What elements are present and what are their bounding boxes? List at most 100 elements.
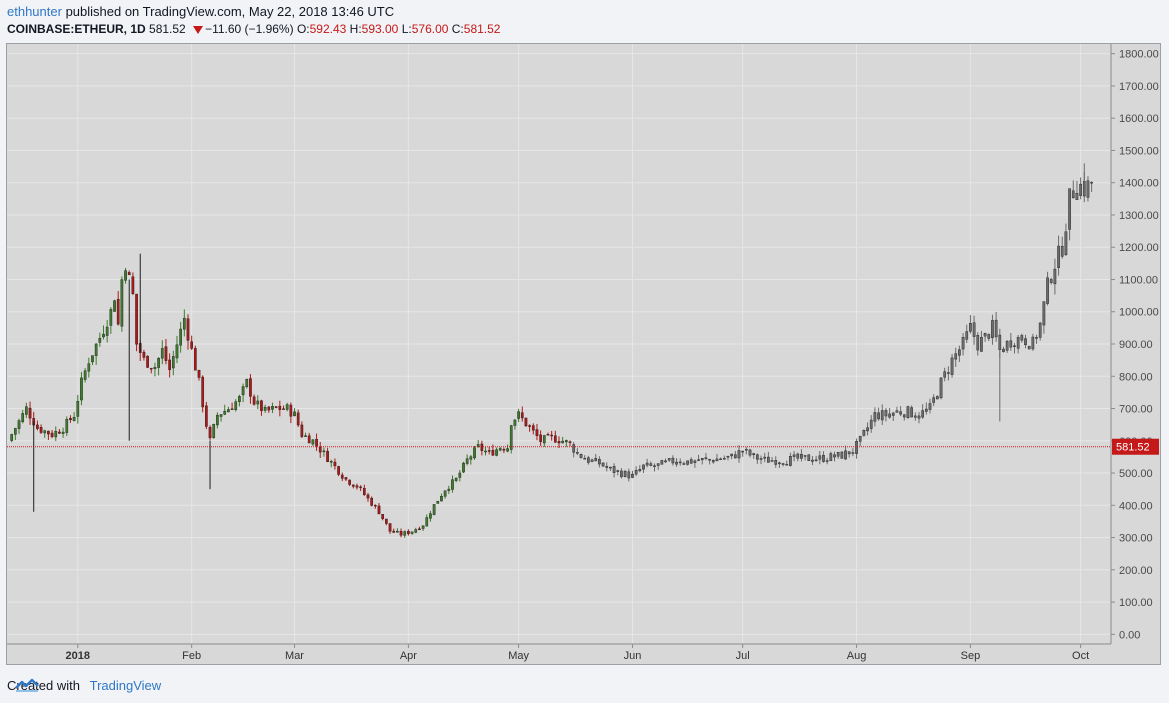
price-tick-label: 1500.00 (1119, 145, 1159, 157)
candle-body (385, 518, 388, 524)
candle-body (182, 317, 186, 330)
candle-body (399, 531, 403, 536)
projected-candle-body (877, 412, 880, 420)
projected-candle-body (722, 457, 726, 460)
candle-body (377, 505, 381, 515)
candle-body (157, 357, 160, 368)
time-tick-label: Apr (400, 650, 417, 662)
candle-body (171, 356, 175, 369)
candle-body (109, 309, 113, 326)
candle-body (87, 363, 91, 372)
time-tick-label: Sep (961, 650, 981, 662)
candle-body (326, 451, 329, 462)
projected-candle-body (667, 458, 671, 461)
last-price-badge (1112, 438, 1159, 455)
candle-body (285, 404, 289, 410)
projected-candle-body (972, 322, 976, 337)
candle-body (153, 367, 157, 369)
projected-candle-body (980, 336, 983, 352)
candle-body (300, 424, 304, 437)
projected-candle-body (660, 460, 664, 465)
projected-candle-body (836, 452, 840, 457)
projected-candle-body (576, 452, 579, 454)
candle-body (425, 517, 429, 527)
projected-candle-body (789, 456, 792, 466)
tradingview-logo-icon (15, 678, 39, 692)
candle-body (131, 276, 135, 294)
projected-candle-body (921, 410, 925, 418)
projected-candle-body (1042, 301, 1046, 326)
projected-candle-body (686, 460, 689, 465)
candle-body (260, 400, 263, 411)
projected-candle-body (1035, 337, 1038, 339)
candle-body (65, 419, 69, 433)
candle-body (484, 450, 487, 453)
projected-candle-body (612, 466, 616, 473)
candle-body (421, 525, 425, 529)
projected-candle-body (1075, 193, 1079, 200)
projected-candle-body (770, 460, 774, 462)
candle-body (542, 435, 546, 444)
time-tick-label: Mar (285, 650, 304, 662)
projected-candle-body (965, 331, 969, 340)
candle-body (351, 484, 355, 487)
candle-body (465, 458, 469, 464)
candle-body (94, 343, 98, 356)
projected-candle-body (998, 334, 1002, 350)
candle-body (550, 434, 553, 437)
candle-body (249, 378, 252, 397)
candle-body (230, 408, 234, 410)
time-axis-pane (7, 644, 1160, 664)
projected-candle-body (675, 461, 678, 465)
projected-candle-body (678, 461, 682, 464)
projected-candle-body (774, 460, 778, 465)
candle-body (451, 479, 454, 490)
candle-body (447, 488, 451, 491)
time-tick-label: Feb (182, 650, 201, 662)
candle-body (135, 293, 138, 345)
candle-body (102, 333, 105, 338)
projected-candle-body (752, 453, 756, 456)
candle-body (454, 477, 458, 481)
high-value: 593.00 (361, 22, 399, 36)
candle-body (164, 346, 168, 361)
projected-candle-body (609, 466, 612, 469)
candle-body (76, 401, 80, 417)
price-chart[interactable]: 0.00100.00200.00300.00400.00500.00600.00… (7, 44, 1160, 664)
candle-body (168, 359, 171, 371)
chart-frame[interactable]: 0.00100.00200.00300.00400.00500.00600.00… (6, 43, 1161, 665)
projected-candle-body (869, 419, 873, 429)
projected-candle-body (807, 454, 811, 461)
open-value: 592.43 (309, 22, 347, 36)
low-label: L: (401, 22, 412, 36)
price-tick-label: 1300.00 (1119, 210, 1159, 222)
projected-candle-body (1090, 181, 1093, 184)
projected-candle-body (1020, 335, 1024, 341)
author-link[interactable]: ethhunter (7, 4, 62, 19)
price-tick-label: 0.00 (1119, 629, 1140, 641)
candle-body (337, 466, 340, 475)
price-tick-label: 500.00 (1119, 468, 1153, 480)
candle-body (476, 444, 480, 447)
projected-candle-body (899, 411, 902, 415)
candle-body (403, 531, 407, 536)
projected-candle-body (1071, 190, 1075, 199)
price-tick-label: 1600.00 (1119, 113, 1159, 125)
projected-candle-body (991, 320, 994, 339)
tradingview-brand-link[interactable]: TradingView (89, 678, 162, 693)
projected-candle-body (983, 332, 987, 337)
projected-candle-body (932, 397, 936, 403)
candle-body (315, 439, 318, 446)
footer: Created with TradingView (7, 678, 161, 693)
candle-body (531, 425, 535, 431)
created-with-text: Created with (7, 678, 80, 693)
candle-body (539, 434, 542, 442)
projected-candle-body (814, 459, 818, 462)
candle-body (193, 348, 197, 371)
candle-body (381, 514, 385, 519)
candle-body (307, 435, 311, 444)
projected-candle-body (950, 357, 954, 375)
candle-body (186, 318, 190, 341)
projected-candle-body (961, 337, 965, 350)
candle-body (271, 406, 274, 410)
